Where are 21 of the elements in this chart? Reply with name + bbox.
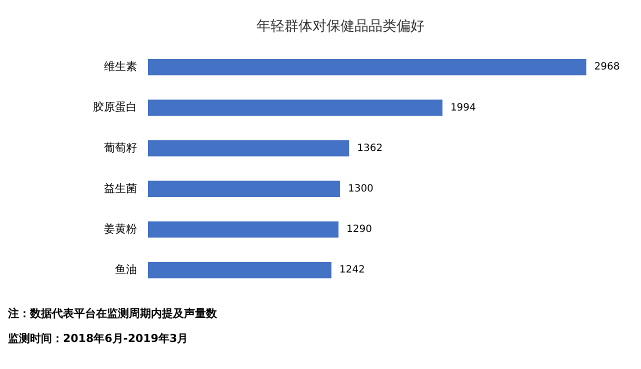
bar [148,262,332,278]
y-tick-label: 姜黄粉 [104,222,137,236]
y-tick-label: 葡萄籽 [104,141,137,154]
data-label: 1300 [348,183,374,194]
chart-title: 年轻群体对保健品品类偏好 [256,17,424,34]
bar [148,100,442,116]
data-label: 1362 [357,142,383,154]
data-label: 1290 [346,224,372,236]
y-tick-label: 益生菌 [104,182,137,195]
text: 监测时间：2018年6月-2019年3月 [8,331,190,346]
data-label: 1994 [450,102,476,114]
bar [148,140,350,156]
data-label: 1242 [339,264,365,276]
bar [148,180,340,198]
bar [148,221,338,238]
y-tick-label: 维生素 [104,60,137,74]
bar [148,58,586,76]
y-tick-label: 胶原蛋白 [93,100,137,114]
y-tick-label: 鱼油 [115,263,137,276]
text: 注：数据代表平台在监测周期内提及声量数 [8,306,218,321]
data-label: 2968 [594,62,620,73]
